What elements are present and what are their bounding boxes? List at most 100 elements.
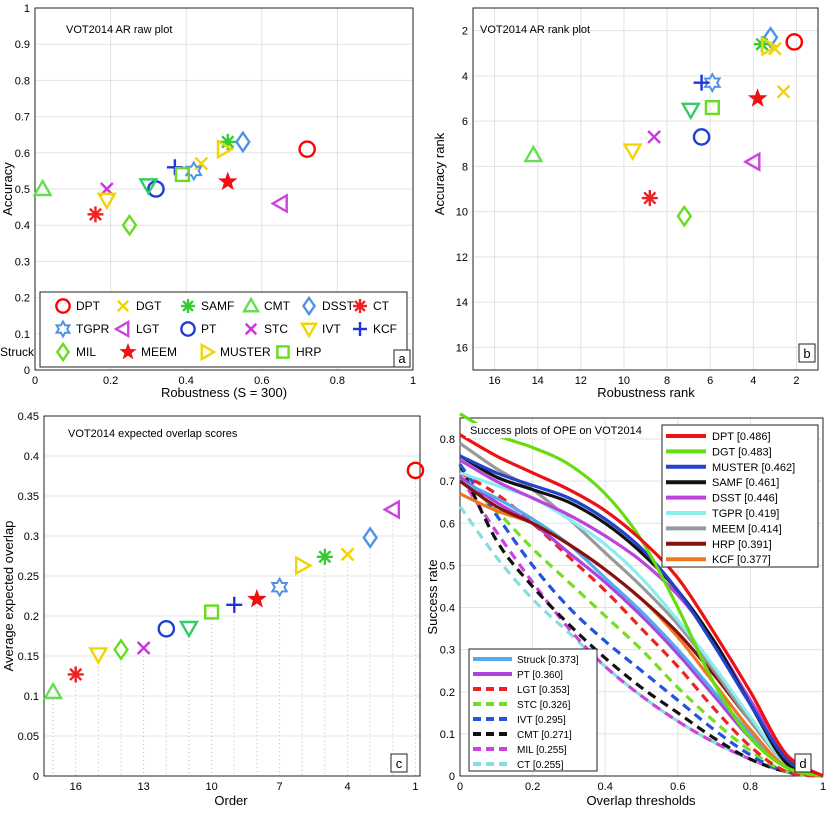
panel-d-line-muster [459,454,824,778]
panel-d-legend-label-muster: MUSTER [0.462] [712,462,795,474]
panel-a-ytick: 0.9 [15,39,30,51]
panel-d-legend-label-kcf: KCF [0.377] [712,554,771,566]
panel-a-legend-label-pt: PT [201,322,217,336]
panel-c-caption: VOT2014 expected overlap scores [68,428,238,440]
panel-a-ytick: 0 [24,365,30,377]
panel-d-line-mil [458,476,824,778]
panel-c-point-cmt [42,681,64,700]
panel-b-xtick: 2 [793,375,799,387]
panel-b-xtick: 12 [575,375,587,387]
panel-c-point-dgt [340,547,355,562]
panel-d-ytick: 0.6 [440,518,455,530]
panel-b-point-meem [747,88,768,107]
panel-a-ytick: 0.2 [15,293,30,305]
panel-d-ytick: 0.4 [440,603,455,615]
panel-a-ytick: 0.6 [15,148,30,160]
panel-c-ytick: 0.35 [18,491,39,503]
panel-a-legend-marker-ct [353,299,367,313]
panel-b-ytick: 14 [456,297,468,309]
panel-a-legend-marker-muster [200,342,217,362]
panel-c-point-ct [67,666,84,683]
panel-b-xtick: 14 [532,375,544,387]
panel-c-point-stc [136,641,151,655]
panel-b-caption: VOT2014 AR rank plot [480,24,590,36]
panel-b-letter: b [803,346,810,361]
panel-d-legend-bottom [468,648,598,772]
panel-a-legend-label-mil: MIL [76,345,96,359]
panel-b-xtick: 6 [707,375,713,387]
panel-d-xtick: 0.4 [598,781,613,793]
panel-c-ylabel: Average expected overlap [1,521,16,672]
panel-d-xtick: 1 [820,781,826,793]
panel-b-ar-rank-plot: 16 14 12 10 8 6 4 2 2 4 6 8 10 12 14 16 VOT2014 AR rank… [432,7,819,400]
panel-a-xtick: 0.8 [330,375,345,387]
panel-a-legend-label-samf: SAMF [201,299,234,313]
panel-a-legend-marker-cmt [241,296,261,313]
panel-a-legend-marker-hrp [276,345,290,359]
panel-a-point-dsst [235,130,251,154]
panel-a-point-struck [138,178,159,196]
panel-b-ytick: 4 [462,71,468,83]
panel-c-point-muster [295,555,313,576]
panel-d-xtick: 0.2 [525,781,540,793]
panel-a-legend-marker-ivt [299,322,319,339]
panel-d-ytick: 0 [449,771,455,783]
panel-d-line-dgt [459,412,824,778]
panel-a-point-meem [218,171,238,191]
panel-a-legend-label-lgt: LGT [136,322,160,336]
panel-a-point-hrp [174,166,191,183]
panel-a-point-dpt [298,140,316,158]
panel-a-xtick: 1 [410,375,416,387]
panel-c-ytick: 0.1 [24,691,39,703]
panel-a-legend-label-kcf: KCF [373,322,397,336]
panel-c-point-hrp [204,604,220,620]
panel-c-point-mil [113,638,129,661]
panel-d-legend-label-ivt: IVT [0.295] [517,715,566,726]
panel-c-ytick: 0 [33,771,39,783]
panel-c-ytick: 0.45 [18,411,39,423]
panel-a-legend-marker-meem [119,342,137,360]
panel-a-point-lgt [270,193,288,214]
panel-c-ytick: 0.2 [24,611,39,623]
panel-a-xlabel: Robustness (S = 300) [161,385,287,400]
panel-b-point-tgpr [703,72,722,94]
panel-a-point-ivt [96,192,117,211]
panel-b-point-struck [680,102,701,121]
panel-d-line-stc [458,475,824,778]
panel-b-ytick: 10 [456,207,468,219]
panel-a-legend-marker-samf [181,299,195,313]
panel-b-ytick: 6 [462,116,468,128]
panel-a-legend-marker-dsst [301,295,317,317]
panel-c-point-tgpr [270,576,289,598]
panel-a-xtick: 0.4 [179,375,194,387]
panel-c-point-dpt [406,461,425,480]
panel-a-caption: VOT2014 AR raw plot [66,24,172,36]
panel-d-ytick: 0.3 [440,645,455,657]
panel-a-ytick: 0.4 [15,220,30,232]
panel-d-legend-label-mil: MIL [0.255] [517,745,567,756]
panel-b-point-dsst [762,26,779,49]
panel-a-ar-raw-plot: 0 0.2 0.4 0.6 0.8 1 0 0.1 0.2 0.3 0.4 0.5 0.6 0.7 0.8 0… [0,3,416,400]
panel-c-ytick: 0.25 [18,571,39,583]
panel-a-legend-label-dsst: DSST [322,299,355,313]
panel-b-xlabel: Robustness rank [597,385,695,400]
panel-d-xtick: 0 [457,781,463,793]
panel-d-line-lgt [459,471,824,778]
panel-a-legend-marker-lgt [113,319,130,339]
panel-d-xlabel: Overlap thresholds [586,793,696,808]
panel-a-ytick: 0.8 [15,75,30,87]
panel-a-ytick: 0.5 [15,184,30,196]
panel-a-legend-label-dgt: DGT [136,299,162,313]
panel-d-ylabel: Success rate [425,559,440,634]
panel-a-point-ct [87,206,104,223]
panel-a-legend-label-struck: Struck [0,345,35,359]
panel-a-point-tgpr [184,160,203,182]
panel-b-point-hrp [704,99,720,116]
panel-a-legend-marker-tgpr [54,319,72,339]
panel-a-legend-label-ct: CT [373,299,390,313]
panel-d-caption: Success plots of OPE on VOT2014 [470,425,642,437]
panel-a-legend-label-tgpr: TGPR [76,322,110,336]
panel-d-line-struck [459,479,824,778]
panel-a-legend-label-muster: MUSTER [220,345,271,359]
